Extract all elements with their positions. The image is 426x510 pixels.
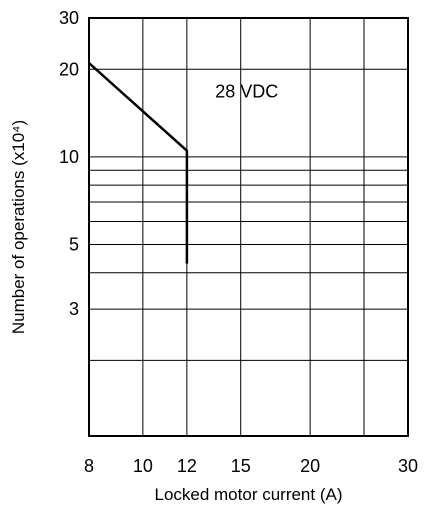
y-axis-label: Number of operations (x10⁴): [9, 120, 28, 334]
x-tick-label: 20: [300, 456, 320, 476]
grid-lines: [89, 18, 408, 436]
x-tick-label: 10: [133, 456, 153, 476]
x-tick-label: 30: [398, 456, 418, 476]
x-tick-label: 8: [84, 456, 94, 476]
y-tick-labels: 3 5 10 20 30: [59, 8, 79, 319]
y-tick-label: 30: [59, 8, 79, 28]
annotations: 28 VDC: [215, 81, 278, 101]
x-tick-label: 15: [231, 456, 251, 476]
x-tick-label: 12: [177, 456, 197, 476]
y-tick-label: 5: [69, 235, 79, 255]
series-line: [88, 62, 189, 264]
y-tick-label: 10: [59, 147, 79, 167]
x-tick-labels: 8 10 12 15 20 30: [84, 456, 418, 476]
plot-frame: [88, 17, 409, 437]
y-tick-label: 20: [59, 59, 79, 79]
x-axis-label: Locked motor current (A): [154, 485, 342, 504]
annotation-label: 28 VDC: [215, 81, 278, 101]
series-layer: [88, 62, 189, 264]
y-tick-label: 3: [69, 299, 79, 319]
